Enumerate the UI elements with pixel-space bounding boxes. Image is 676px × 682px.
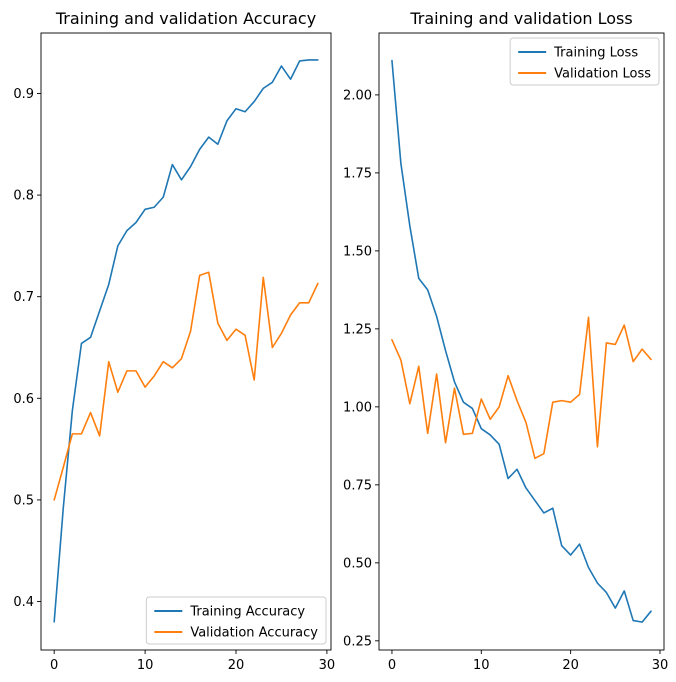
accuracy-y-tick-label: 0.6 [13,392,34,407]
accuracy-plot-marks: 0 10 20 30 0.4 0.5 0.6 0.7 0.8 0.9 [13,32,336,673]
legend-label-training-accuracy: Training Accuracy [189,605,305,620]
accuracy-series-line-1 [53,271,319,501]
legend-label-validation-accuracy: Validation Accuracy [190,626,318,641]
loss-y-tick-label: 1.75 [343,166,372,181]
accuracy-x-tick-label: 30 [319,658,336,673]
loss-plot-marks: 0 10 20 30 0.25 0.50 0.75 1.00 1.25 1.50 1.75 2.00 [343,32,669,673]
loss-legend: Training Loss Validation Loss [509,37,660,86]
accuracy-x-tick-label: 10 [137,658,154,673]
loss-y-tick-label: 2.00 [343,88,372,103]
accuracy-x-tick-label: 0 [50,658,58,673]
accuracy-legend: Training Accuracy Validation Accuracy [145,596,327,645]
loss-y-tick-label: 1.25 [343,322,372,337]
accuracy-y-tick-label: 0.8 [13,189,34,204]
loss-y-tick-label: 0.25 [343,634,372,649]
accuracy-x-tick-label: 20 [228,658,245,673]
loss-x-tick-label: 30 [652,658,669,673]
loss-x-tick-label: 20 [562,658,579,673]
loss-y-tick-label: 1.00 [343,400,372,415]
accuracy-axes-frame [40,32,332,651]
loss-y-tick-label: 0.50 [343,556,372,571]
accuracy-panel: Training and validation Accuracy 0 10 20 30… [13,9,335,673]
loss-y-tick-label: 1.50 [343,244,372,259]
loss-series-line-1 [391,316,652,460]
loss-series-line-0 [391,59,652,623]
accuracy-legend-box [145,596,327,645]
accuracy-chart-title: Training and validation Accuracy [55,9,316,28]
accuracy-y-tick-label: 0.7 [13,290,34,305]
accuracy-y-tick-label: 0.5 [13,493,34,508]
accuracy-y-tick-label: 0.9 [13,87,34,102]
loss-legend-box [509,37,660,86]
loss-x-tick-label: 0 [388,658,396,673]
loss-y-tick-label: 0.75 [343,478,372,493]
accuracy-series-line-0 [53,59,319,623]
loss-x-tick-label: 10 [473,658,490,673]
loss-panel: Training and validation Loss 0 10 20 30 0.25… [343,9,668,673]
accuracy-y-tick-label: 0.4 [13,595,34,610]
loss-chart-title: Training and validation Loss [409,9,632,28]
legend-label-validation-loss: Validation Loss [554,67,651,82]
loss-axes-frame [378,32,665,651]
legend-label-training-loss: Training Loss [553,46,638,61]
